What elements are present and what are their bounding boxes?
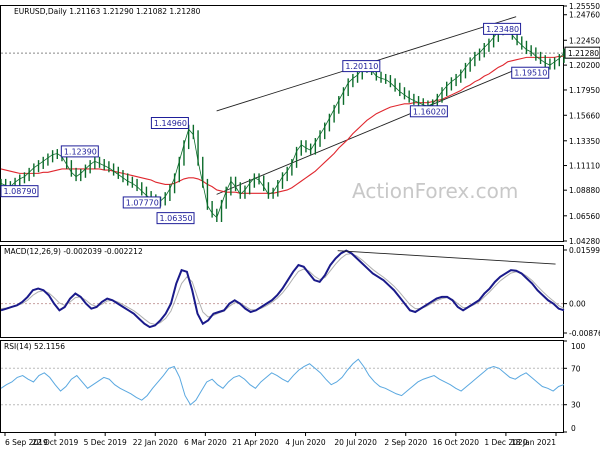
rsi-title: RSI(14) 52.1156: [4, 342, 65, 351]
macd-title: MACD(12,26,9) -0.002039 -0.002212: [4, 247, 143, 256]
channel-lower-line: [216, 69, 517, 195]
main-y-tick-label: 1.04280: [569, 237, 600, 246]
rsi-y-tick-label: 0: [571, 424, 576, 433]
macd-y-tick-label: 0.00: [569, 300, 586, 309]
x-tick-label: 1 Dec 2020: [484, 438, 527, 447]
x-tick-label: 16 Oct 2020: [433, 438, 480, 447]
main-y-tick-label: 1.08880: [569, 186, 600, 195]
main-y-tick-label: 1.13350: [569, 137, 600, 146]
last-price-label: 1.21280: [568, 49, 599, 58]
price-label: 1.12390: [60, 145, 99, 158]
price-label-text: 1.08790: [4, 187, 37, 196]
macd-trendline: [337, 250, 556, 265]
x-tick-label: 5 Dec 2019: [84, 438, 127, 447]
rsi-y-tick-label: 100: [571, 342, 586, 351]
price-label: 1.08790: [0, 185, 39, 198]
price-label: 1.14960: [150, 117, 189, 130]
rsi-y-tick-label: 70: [571, 364, 581, 373]
main-chart-title: EURUSD,Daily 1.21163 1.21290 1.21082 1.2…: [14, 7, 201, 16]
price-label: 1.16020: [409, 105, 448, 118]
main-y-tick-label: 1.20200: [569, 61, 600, 70]
main-panel: [0, 5, 564, 242]
price-label: 1.20110: [342, 60, 381, 73]
main-y-tick-label: 1.25550: [569, 2, 600, 11]
price-label: 1.06350: [156, 212, 195, 225]
main-y-tick-label: 1.06560: [569, 212, 600, 221]
main-y-tick-label: 1.11110: [569, 162, 600, 171]
watermark: ActionForex.com: [352, 179, 518, 203]
macd-plot: [0, 249, 565, 329]
price-label-text: 1.23480: [486, 25, 519, 34]
main-y-tick-label: 1.17950: [569, 86, 600, 95]
x-tick-label: 20 Jul 2020: [334, 438, 377, 447]
x-tick-label: 4 Jun 2020: [285, 438, 326, 447]
x-tick-label: 22 Jan 2020: [133, 438, 178, 447]
rsi-line: [0, 358, 565, 406]
price-label: 1.23480: [483, 22, 522, 35]
price-line: [0, 28, 565, 219]
x-tick-label: 6 Mar 2020: [184, 438, 227, 447]
main-y-tick-label: 1.24760: [569, 11, 600, 20]
macd-y-axis: 0.015998 0.00 -0.008762: [564, 246, 600, 338]
main-y-tick-label: 1.15660: [569, 111, 600, 120]
x-tick-label: 21 Apr 2020: [232, 438, 279, 447]
main-y-tick-label: 1.22450: [569, 36, 600, 45]
rsi-y-tick-label: 30: [571, 401, 581, 410]
price-label-text: 1.16020: [413, 107, 446, 116]
macd-y-tick-label: -0.008762: [569, 329, 600, 338]
price-label-text: 1.06350: [160, 214, 193, 223]
macd-y-tick-label: 0.015998: [569, 246, 600, 255]
x-tick-label: 6 Sep 2019: [5, 438, 48, 447]
last-price-box: [564, 46, 600, 59]
x-tick-label: 2 Sep 2020: [384, 438, 427, 447]
price-label: 1.19510: [511, 66, 550, 79]
price-label-text: 1.19510: [514, 69, 547, 78]
price-label: 1.07770: [122, 196, 161, 209]
rsi-panel: [0, 340, 564, 433]
price-label-text: 1.20110: [345, 62, 378, 71]
x-tick-label: 18 Jan 2021: [511, 438, 556, 447]
main-plot: [0, 16, 565, 222]
x-tick-label: 22 Oct 2019: [32, 438, 79, 447]
macd-panel: [0, 245, 564, 338]
rsi-plot: [0, 358, 565, 406]
macd-line: [0, 249, 565, 329]
price-label-text: 1.12390: [64, 147, 97, 156]
price-label-text: 1.07770: [126, 198, 159, 207]
price-label-text: 1.14960: [154, 119, 187, 128]
rsi-y-axis: 100 70 30 0: [564, 340, 586, 433]
